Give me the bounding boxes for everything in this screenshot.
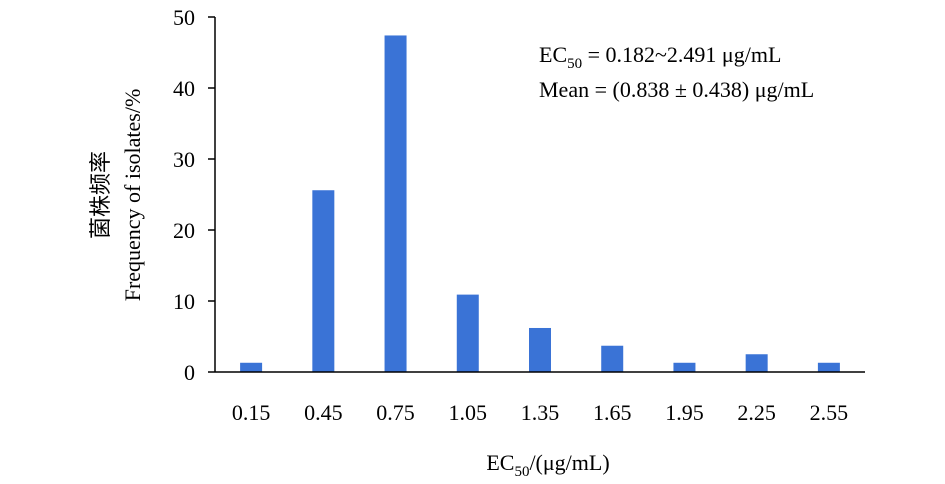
x-ticks-group: 0.15 0.45 0.75 1.05 1.35 1.65 1.95 2.25 2.55: [232, 400, 848, 425]
y-tick-label: 10: [173, 289, 195, 314]
y-tick-label: 40: [173, 76, 195, 101]
x-tick-label: 1.65: [593, 400, 632, 425]
x-tick-label: 1.95: [665, 400, 704, 425]
mean-annotation: Mean = (0.838 ± 0.438) μg/mL: [539, 77, 814, 102]
x-axis-title: EC50/(μg/mL): [486, 450, 609, 480]
x-tick-label: 1.05: [449, 400, 488, 425]
y-tick-label: 20: [173, 218, 195, 243]
y-axis-title-line1: 菌株频率: [88, 151, 113, 239]
bars-group: [240, 35, 840, 373]
bar-2.55: [817, 362, 840, 372]
bar-1.65: [601, 345, 624, 372]
ec50-range-annotation: EC50 = 0.182~2.491 μg/mL: [539, 42, 781, 72]
y-tick-label: 50: [173, 5, 195, 30]
bar-0.75: [384, 35, 407, 373]
y-axis-title-line2: Frequency of isolates/%: [120, 89, 145, 302]
bar-2.25: [745, 354, 768, 372]
y-tick-label: 30: [173, 147, 195, 172]
x-tick-label: 0.15: [232, 400, 271, 425]
bar-1.35: [529, 327, 551, 372]
bar-1.05: [456, 294, 479, 372]
x-tick-label: 2.25: [737, 400, 776, 425]
y-tick-label: 0: [184, 360, 195, 385]
x-tick-label: 0.45: [304, 400, 343, 425]
x-tick-label: 1.35: [521, 400, 560, 425]
bar-0.45: [312, 190, 335, 372]
x-tick-label: 0.75: [376, 400, 415, 425]
x-tick-label: 2.55: [810, 400, 849, 425]
y-axis-title-line2-group: Frequency of isolates/%: [120, 89, 145, 302]
y-axis-title-line1-group: 菌株频率: [88, 151, 113, 239]
bar-1.95: [673, 362, 696, 372]
bar-0.15: [240, 362, 263, 372]
y-ticks-group: 0 10 20 30 40 50: [173, 5, 215, 385]
